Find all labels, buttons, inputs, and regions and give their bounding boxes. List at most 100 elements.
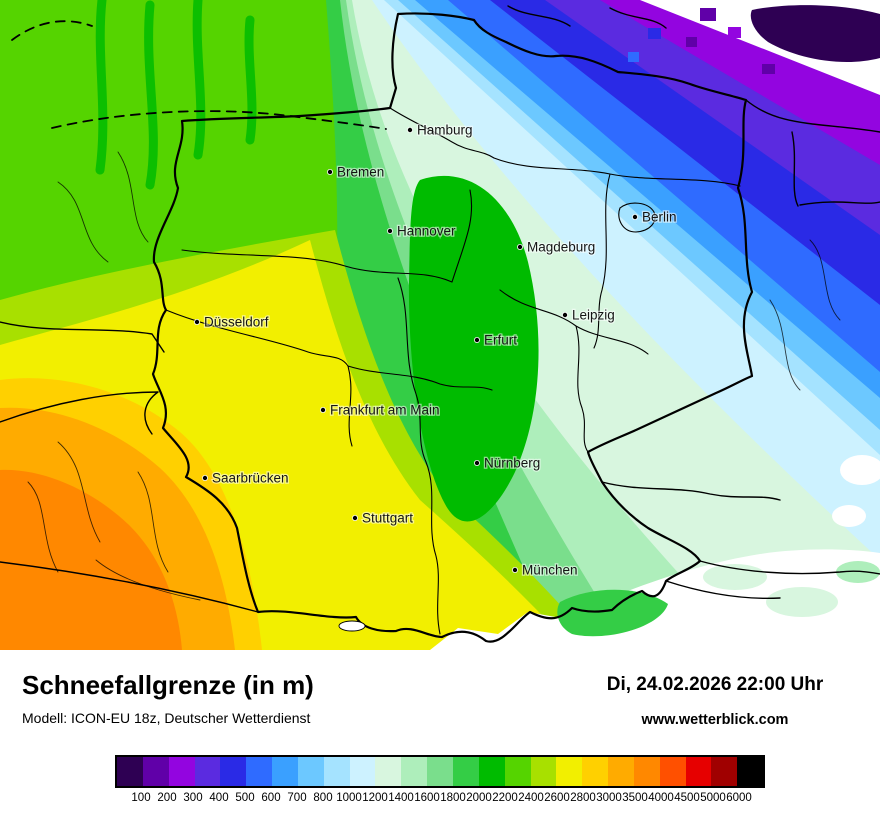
purple-pixel <box>686 37 697 47</box>
legend-colorbar <box>115 755 765 788</box>
legend-tick-label: 500 <box>235 792 255 804</box>
darkgreen-streaks <box>95 0 257 190</box>
city-dot <box>326 168 333 175</box>
city-dot <box>517 243 524 250</box>
legend-labels: 100 200 300 400 500 600 700 800 1000 1200 1400 1600… <box>115 792 765 808</box>
purple-pixel <box>700 8 716 21</box>
legend-cell <box>582 757 609 786</box>
city-dot <box>562 311 569 318</box>
legend-tick-label: 2200 <box>492 792 518 804</box>
region-green-center-band <box>408 175 539 522</box>
city-label: Magdeburg <box>527 240 595 255</box>
legend-tick-label: 1400 <box>388 792 414 804</box>
legend-cell <box>272 757 298 786</box>
city-markers: Hamburg Bremen Hannover Berlin Magdeburg Leip… <box>193 121 678 579</box>
city-dot <box>201 474 208 481</box>
white-patch <box>832 505 866 527</box>
legend-tick-label: 2800 <box>570 792 596 804</box>
legend-tick-label: 1600 <box>414 792 440 804</box>
legend-tick-label: 3000 <box>596 792 622 804</box>
coastline-dashed <box>11 20 387 130</box>
city-dot <box>351 515 358 522</box>
blue-pixel <box>628 52 639 62</box>
city-label: Erfurt <box>484 333 517 348</box>
state-borders <box>165 107 741 635</box>
legend-cell <box>220 757 247 786</box>
city-dot <box>512 567 519 574</box>
purple-pixel <box>762 64 775 74</box>
legend-cell <box>246 757 273 786</box>
legend-cell <box>608 757 634 786</box>
city-label: Bremen <box>337 165 384 180</box>
legend-tick-label: 200 <box>157 792 177 804</box>
legend-tick-label: 4500 <box>674 792 700 804</box>
city-label: Düsseldorf <box>204 315 269 330</box>
legend-cell <box>478 757 505 786</box>
germany-outline <box>151 12 754 643</box>
city-dot <box>386 227 393 234</box>
legend-tick-label: 1800 <box>440 792 466 804</box>
lake-constance <box>338 620 366 632</box>
city-label: Leipzig <box>572 308 615 323</box>
legend-cell <box>323 757 350 786</box>
white-patch <box>840 455 880 485</box>
legend-tick-label: 1200 <box>362 792 388 804</box>
legend-cell <box>297 757 324 786</box>
legend-cell <box>349 757 376 786</box>
city-label: Stuttgart <box>362 511 413 526</box>
legend-tick-label: 600 <box>261 792 281 804</box>
valid-datetime: Di, 24.02.2026 22:00 Uhr <box>606 674 824 695</box>
legend-cell <box>504 757 531 786</box>
legend-cell <box>117 757 143 786</box>
legend-cell <box>427 757 453 786</box>
city-label: Saarbrücken <box>212 471 289 486</box>
city-dot <box>473 459 480 466</box>
legend-tick-label: 3500 <box>622 792 648 804</box>
legend-tick-label: 6000 <box>726 792 752 804</box>
region-darkpurple-corner <box>750 5 880 63</box>
legend-cell <box>401 757 428 786</box>
legend-tick-label: 100 <box>131 792 151 804</box>
legend-cell <box>737 757 764 786</box>
foreign-borders <box>0 5 880 613</box>
city-dot <box>406 127 413 134</box>
footer: Schneefallgrenze (in m) Modell: ICON-EU … <box>0 650 880 830</box>
legend-cell <box>685 757 712 786</box>
map-area: Hamburg Bremen Hannover Berlin Magdeburg Leip… <box>0 0 880 650</box>
legend-tick-label: 2000 <box>466 792 492 804</box>
page-title: Schneefallgrenze (in m) <box>22 670 314 700</box>
mint-patch <box>766 587 838 617</box>
legend-tick-label: 700 <box>287 792 307 804</box>
city-label: München <box>522 563 578 578</box>
model-info: Modell: ICON-EU 18z, Deutscher Wetterdie… <box>22 710 311 726</box>
legend-cell <box>375 757 402 786</box>
legend-tick-label: 4000 <box>648 792 674 804</box>
legend-tick-label: 1000 <box>336 792 362 804</box>
legend-cell <box>168 757 195 786</box>
city-dot <box>193 318 200 325</box>
city-dot <box>319 406 326 413</box>
legend-cell <box>194 757 221 786</box>
city-label: Hamburg <box>417 123 473 138</box>
snowline-map: Hamburg Bremen Hannover Berlin Magdeburg Leip… <box>0 0 880 650</box>
city-dot <box>632 213 639 220</box>
legend-tick-label: 2400 <box>518 792 544 804</box>
purple-pixel <box>728 27 741 38</box>
city-label: Berlin <box>642 210 677 225</box>
legend-cell <box>633 757 660 786</box>
legend-cell <box>556 757 583 786</box>
legend-cell <box>659 757 686 786</box>
legend-tick-label: 300 <box>183 792 203 804</box>
legend-cell <box>711 757 738 786</box>
blue-pixel <box>648 28 661 39</box>
city-dot <box>473 336 480 343</box>
mint-patch <box>836 561 880 583</box>
legend-tick-label: 800 <box>313 792 333 804</box>
borders <box>0 5 880 643</box>
legend-cell <box>530 757 557 786</box>
city-label: Nürnberg <box>484 456 540 471</box>
city-label: Frankfurt am Main <box>330 403 440 418</box>
city-label: Hannover <box>397 224 456 239</box>
legend-tick-label: 400 <box>209 792 229 804</box>
